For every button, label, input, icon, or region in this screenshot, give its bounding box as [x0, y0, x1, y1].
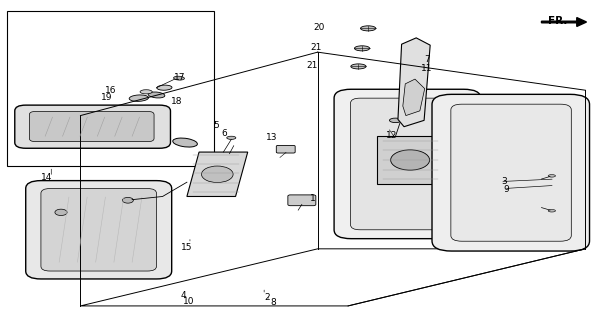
Ellipse shape — [173, 138, 197, 147]
Polygon shape — [403, 79, 425, 116]
Ellipse shape — [129, 95, 148, 101]
Ellipse shape — [227, 136, 236, 140]
FancyBboxPatch shape — [334, 89, 481, 239]
Text: 2: 2 — [264, 292, 270, 301]
Text: 20: 20 — [313, 23, 325, 32]
Circle shape — [390, 150, 430, 170]
Ellipse shape — [548, 210, 555, 212]
Polygon shape — [398, 38, 430, 127]
FancyBboxPatch shape — [351, 98, 464, 230]
Text: 5: 5 — [214, 121, 219, 130]
Text: 11: 11 — [421, 63, 433, 73]
Text: 12: 12 — [386, 131, 397, 140]
Text: 18: 18 — [170, 97, 182, 106]
FancyArrow shape — [541, 18, 587, 27]
Circle shape — [122, 197, 133, 203]
FancyBboxPatch shape — [26, 180, 172, 279]
Text: 6: 6 — [222, 129, 227, 138]
Text: 10: 10 — [183, 297, 194, 306]
Ellipse shape — [174, 76, 185, 80]
Ellipse shape — [360, 26, 376, 31]
FancyBboxPatch shape — [288, 195, 316, 206]
Text: 4: 4 — [181, 291, 186, 300]
FancyBboxPatch shape — [451, 104, 571, 241]
Ellipse shape — [351, 64, 366, 69]
Text: 14: 14 — [41, 173, 53, 182]
Ellipse shape — [354, 46, 370, 51]
Text: 19: 19 — [101, 93, 112, 102]
Text: 1: 1 — [310, 194, 315, 203]
Text: FR.: FR. — [547, 16, 567, 26]
Polygon shape — [187, 152, 247, 196]
Text: 7: 7 — [424, 55, 430, 64]
FancyBboxPatch shape — [276, 145, 295, 153]
FancyBboxPatch shape — [41, 188, 156, 271]
Ellipse shape — [157, 85, 172, 90]
Text: 8: 8 — [270, 298, 276, 307]
Text: 3: 3 — [502, 177, 507, 186]
Text: 13: 13 — [266, 133, 277, 142]
Circle shape — [202, 166, 233, 182]
Text: 17: 17 — [174, 73, 186, 82]
Ellipse shape — [148, 92, 165, 98]
Text: 21: 21 — [310, 43, 322, 52]
Text: 21: 21 — [307, 61, 318, 70]
FancyBboxPatch shape — [432, 94, 590, 251]
Circle shape — [55, 209, 67, 215]
Text: 9: 9 — [504, 185, 510, 194]
FancyBboxPatch shape — [29, 111, 154, 142]
Ellipse shape — [140, 90, 152, 94]
Bar — [7, 11, 214, 166]
Text: 16: 16 — [105, 86, 116, 95]
Polygon shape — [377, 136, 442, 184]
Text: 15: 15 — [181, 243, 193, 252]
Ellipse shape — [548, 175, 555, 177]
Ellipse shape — [389, 118, 401, 123]
FancyBboxPatch shape — [15, 105, 170, 148]
